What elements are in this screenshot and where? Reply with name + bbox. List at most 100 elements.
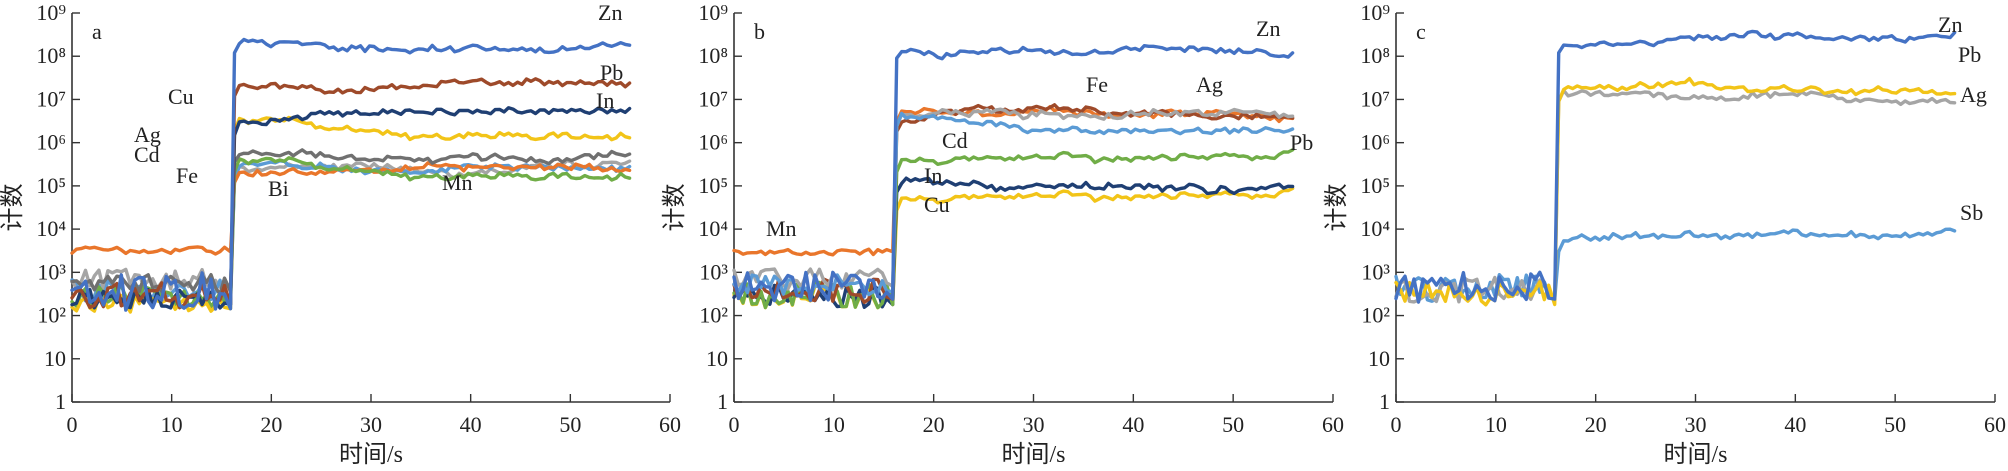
series-label-cd: Cd bbox=[942, 128, 968, 153]
y-axis-title: 计数 bbox=[661, 184, 688, 232]
series-line-zn bbox=[1394, 29, 1957, 304]
series-label-cu: Cu bbox=[168, 84, 194, 109]
x-axis-title: 时间/s bbox=[1001, 441, 1065, 466]
y-tick-label: 10⁷ bbox=[36, 86, 66, 111]
x-tick-label: 30 bbox=[1685, 412, 1707, 437]
series-label-sb: Sb bbox=[1960, 200, 1983, 225]
series-label-mn: Mn bbox=[442, 170, 473, 195]
series-line-mn bbox=[70, 158, 632, 291]
x-tick-label: 50 bbox=[559, 412, 581, 437]
x-tick-label: 30 bbox=[1023, 412, 1045, 437]
y-tick-label: 10 bbox=[1368, 346, 1390, 371]
y-tick-label: 10³ bbox=[1361, 259, 1390, 284]
x-axis-title: 时间/s bbox=[339, 441, 403, 466]
y-tick-label: 1 bbox=[717, 389, 728, 414]
x-tick-label: 0 bbox=[729, 412, 740, 437]
x-tick-label: 20 bbox=[260, 412, 282, 437]
y-tick-label: 10³ bbox=[699, 259, 728, 284]
y-tick-label: 10⁵ bbox=[698, 173, 728, 198]
panel-c: 1 10 10² 10³ 10⁴ 10⁵ 10⁶ 10⁷ 10⁸ 10⁹ 0 10 20 30 40 50 60… bbox=[1323, 0, 2006, 468]
x-tick-label: 20 bbox=[1585, 412, 1607, 437]
series-label-cd: Cd bbox=[134, 142, 160, 167]
series-label-zn: Zn bbox=[1256, 16, 1280, 41]
series-label-pb: Pb bbox=[600, 60, 623, 85]
y-tick-label: 1 bbox=[55, 389, 66, 414]
series-label-fe: Fe bbox=[1086, 72, 1108, 97]
y-tick-label: 10⁶ bbox=[1360, 130, 1390, 155]
y-axis-title: 计数 bbox=[0, 184, 26, 232]
y-tick-label: 10⁷ bbox=[1360, 86, 1390, 111]
series-line-bi bbox=[70, 159, 632, 303]
x-tick-label: 10 bbox=[823, 412, 845, 437]
series-label-in: In bbox=[924, 163, 942, 188]
series-line-pb bbox=[70, 77, 632, 310]
x-axis-title: 时间/s bbox=[1663, 441, 1727, 466]
panel-label: c bbox=[1416, 19, 1426, 44]
series-line-fe bbox=[732, 111, 1295, 297]
y-tick-label: 1 bbox=[1379, 389, 1390, 414]
x-tick-label: 50 bbox=[1222, 412, 1244, 437]
panel-a: 1 10 10² 10³ 10⁴ 10⁵ 10⁶ 10⁷ 10⁸ 10⁹ 0 10 20 30 40 50 60… bbox=[0, 0, 681, 468]
series-label-pb: Pb bbox=[1958, 42, 1981, 67]
series-label-zn: Zn bbox=[1938, 12, 1962, 37]
y-tick-label: 10⁸ bbox=[1360, 43, 1390, 68]
y-tick-label: 10⁹ bbox=[1360, 0, 1390, 25]
x-tick-label: 40 bbox=[1784, 412, 1806, 437]
series-label-fe: Fe bbox=[176, 163, 198, 188]
series-line-in bbox=[732, 176, 1295, 309]
panel-label: b bbox=[754, 19, 765, 44]
series-line-ag bbox=[732, 107, 1295, 291]
series-label-ag: Ag bbox=[1960, 82, 1987, 107]
y-tick-label: 10⁴ bbox=[36, 216, 66, 241]
x-tick-label: 60 bbox=[1984, 412, 2006, 437]
series-label-pb: Pb bbox=[1290, 130, 1313, 155]
series-line-zn bbox=[732, 44, 1295, 303]
x-tick-label: 0 bbox=[67, 412, 78, 437]
panel-b: 1 10 10² 10³ 10⁴ 10⁵ 10⁶ 10⁷ 10⁸ 10⁹ 0 10 20 30 40 50 60… bbox=[661, 0, 1344, 468]
y-tick-label: 10⁴ bbox=[698, 216, 728, 241]
x-tick-label: 10 bbox=[161, 412, 183, 437]
y-tick-label: 10² bbox=[37, 303, 66, 328]
y-tick-label: 10⁸ bbox=[698, 43, 728, 68]
y-tick-label: 10³ bbox=[37, 259, 66, 284]
series-line-mn bbox=[732, 105, 1295, 257]
series-line-ag bbox=[1394, 88, 1957, 304]
y-tick-label: 10⁹ bbox=[698, 0, 728, 25]
series-label-in: In bbox=[596, 88, 614, 113]
x-tick-label: 50 bbox=[1884, 412, 1906, 437]
x-tick-label: 60 bbox=[1322, 412, 1344, 437]
panel-label: a bbox=[92, 19, 102, 44]
y-tick-label: 10⁶ bbox=[698, 130, 728, 155]
x-tick-label: 0 bbox=[1391, 412, 1402, 437]
series-line-pb bbox=[1394, 76, 1957, 307]
x-tick-label: 40 bbox=[460, 412, 482, 437]
y-tick-label: 10⁸ bbox=[36, 43, 66, 68]
x-tick-label: 20 bbox=[923, 412, 945, 437]
x-tick-label: 30 bbox=[360, 412, 382, 437]
y-tick-label: 10² bbox=[699, 303, 728, 328]
y-tick-label: 10⁴ bbox=[1360, 216, 1390, 241]
series-label-mn: Mn bbox=[766, 216, 797, 241]
y-tick-label: 10⁹ bbox=[36, 0, 66, 25]
y-tick-label: 10⁶ bbox=[36, 130, 66, 155]
y-tick-label: 10 bbox=[44, 346, 66, 371]
y-tick-label: 10⁵ bbox=[1360, 173, 1390, 198]
series-line-cu bbox=[70, 115, 632, 314]
x-tick-label: 10 bbox=[1485, 412, 1507, 437]
series-label-cu: Cu bbox=[924, 192, 950, 217]
series-label-ag: Ag bbox=[1196, 72, 1223, 97]
x-tick-label: 60 bbox=[659, 412, 681, 437]
series-line-zn bbox=[70, 37, 632, 312]
series-label-zn: Zn bbox=[598, 0, 622, 25]
y-tick-label: 10 bbox=[706, 346, 728, 371]
y-tick-label: 10⁷ bbox=[698, 86, 728, 111]
y-tick-label: 10² bbox=[1361, 303, 1390, 328]
x-tick-label: 40 bbox=[1122, 412, 1144, 437]
series-line-in bbox=[70, 106, 632, 310]
series-label-ag: Ag bbox=[134, 122, 161, 147]
series-label-bi: Bi bbox=[268, 176, 289, 201]
y-axis-title: 计数 bbox=[1323, 184, 1350, 232]
y-tick-label: 10⁵ bbox=[36, 173, 66, 198]
